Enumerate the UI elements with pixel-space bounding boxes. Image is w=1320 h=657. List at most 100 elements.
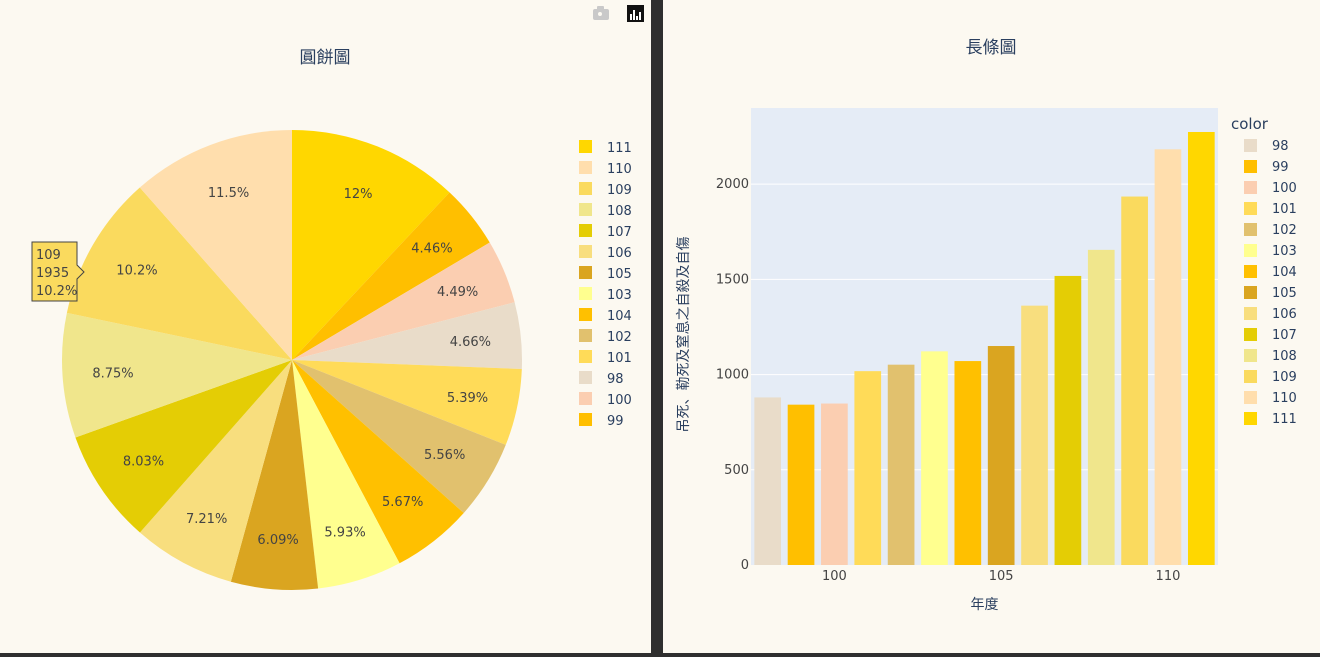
tooltip-box [31, 241, 85, 302]
legend-label: 111 [607, 141, 632, 156]
pie-legend: 111 110 109 108 107 106 105 103 104 102 101 98 100 99 [579, 140, 632, 429]
legend-label: 108 [1272, 349, 1297, 364]
pie-legend-item[interactable]: 102 [579, 329, 632, 345]
bar-chart: 長條圖 0 500 1000 1500 2000 100 105 110 年度 吊死、勒死及窒息之自… [675, 38, 1297, 613]
bar-100[interactable] [821, 403, 848, 565]
legend-swatch [1244, 181, 1257, 194]
pie-slice-107[interactable] [75, 360, 292, 533]
pie-slice-label: 7.21% [186, 512, 227, 527]
x-tick-label: 100 [822, 569, 847, 584]
pie-legend-item[interactable]: 109 [579, 182, 632, 198]
bar-99[interactable] [787, 404, 815, 565]
legend-label: 110 [1272, 391, 1297, 406]
bar-106[interactable] [1021, 305, 1048, 565]
bar-109[interactable] [1121, 196, 1148, 565]
bar-legend-item[interactable]: 99 [1244, 160, 1289, 175]
bar-110[interactable] [1154, 149, 1182, 565]
legend-swatch [1244, 286, 1257, 299]
pie-slice-label: 5.93% [324, 525, 365, 540]
legend-swatch [1244, 328, 1257, 341]
bar-107[interactable] [1054, 275, 1082, 565]
bar-legend-item[interactable]: 109 [1244, 370, 1297, 385]
bar-legend-item[interactable]: 104 [1244, 265, 1297, 280]
pie-legend-item[interactable]: 98 [579, 371, 624, 387]
pie-slice-103[interactable] [292, 360, 400, 589]
y-tick-label: 0 [741, 558, 749, 573]
legend-swatch [579, 245, 592, 258]
pie-slice-label: 4.49% [437, 285, 478, 300]
legend-swatch [579, 182, 592, 195]
pie-slice-104[interactable] [292, 360, 464, 564]
pie-slice-108[interactable] [61, 312, 292, 438]
pie-slice-98[interactable] [292, 302, 522, 370]
legend-swatch [579, 350, 592, 363]
bar-legend-item[interactable]: 105 [1244, 286, 1297, 301]
pie-legend-item[interactable]: 101 [579, 350, 632, 366]
bar-title: 長條圖 [966, 38, 1017, 58]
x-tick-labels: 100 105 110 [822, 569, 1180, 584]
pie-slice-label: 5.39% [447, 391, 488, 406]
pie-legend-item[interactable]: 104 [579, 308, 632, 324]
legend-label: 101 [607, 351, 632, 366]
bar-101[interactable] [854, 371, 882, 565]
pie-legend-item[interactable]: 99 [579, 413, 624, 429]
bar-legend-item[interactable]: 111 [1244, 412, 1297, 427]
pie-slice-111[interactable] [292, 130, 450, 360]
plotly-logo-icon[interactable] [625, 3, 645, 23]
legend-swatch [1244, 349, 1257, 362]
legend-label: 102 [607, 330, 632, 345]
pie-slice-100[interactable] [292, 242, 515, 360]
legend-label: 106 [1272, 307, 1297, 322]
pie-slice-label: 8.75% [92, 366, 133, 381]
legend-label: 105 [607, 267, 632, 282]
pie-legend-item[interactable]: 108 [579, 203, 632, 219]
legend-swatch [579, 413, 592, 426]
legend-label: 103 [607, 288, 632, 303]
pie-slice-99[interactable] [292, 192, 490, 360]
pie-legend-item[interactable]: 105 [579, 266, 632, 282]
bar-legend-item[interactable]: 101 [1244, 202, 1297, 217]
pie-slice-label: 5.67% [382, 495, 423, 510]
pie-slice-101[interactable] [292, 360, 522, 445]
pie-legend-item[interactable]: 103 [579, 287, 632, 303]
legend-title: color [1231, 115, 1269, 133]
bar-103[interactable] [921, 351, 948, 565]
legend-label: 99 [1272, 160, 1289, 175]
pie-legend-item[interactable]: 110 [579, 161, 632, 177]
bar-111[interactable] [1187, 131, 1215, 565]
pie-legend-item[interactable]: 111 [579, 140, 632, 156]
bars [754, 131, 1215, 565]
camera-icon[interactable] [591, 3, 611, 23]
pie-slice-109[interactable] [66, 187, 292, 360]
bar-98[interactable] [754, 397, 782, 565]
bar-legend-item[interactable]: 103 [1244, 244, 1297, 259]
legend-swatch [579, 140, 592, 153]
bar-105[interactable] [987, 346, 1015, 565]
pie-slice-106[interactable] [139, 360, 292, 582]
bar-legend-item[interactable]: 102 [1244, 223, 1297, 238]
bar-108[interactable] [1087, 249, 1115, 565]
pie-slice-102[interactable] [292, 360, 506, 513]
bar-104[interactable] [954, 361, 982, 565]
bar-legend-item[interactable]: 108 [1244, 349, 1297, 364]
bar-102[interactable] [887, 364, 915, 565]
pie-legend-item[interactable]: 100 [579, 392, 632, 408]
bar-legend-item[interactable]: 98 [1244, 139, 1289, 154]
y-tick-label: 1000 [716, 368, 749, 383]
y-tick-label: 1500 [716, 272, 749, 287]
legend-label: 98 [1272, 139, 1289, 154]
pie-legend-item[interactable]: 107 [579, 224, 632, 240]
pie-slice-105[interactable] [230, 360, 319, 590]
bar-legend-item[interactable]: 110 [1244, 391, 1297, 406]
bar-legend-item[interactable]: 106 [1244, 307, 1297, 322]
modebar [591, 3, 645, 23]
bar-legend-item[interactable]: 100 [1244, 181, 1297, 196]
pie-slices [61, 130, 522, 590]
legend-swatch [579, 287, 592, 300]
pie-legend-item[interactable]: 106 [579, 245, 632, 261]
pie-slice-label: 8.03% [123, 455, 164, 470]
pie-slice-110[interactable] [139, 130, 292, 360]
legend-swatch [579, 329, 592, 342]
legend-swatch [579, 371, 592, 384]
bar-legend-item[interactable]: 107 [1244, 328, 1297, 343]
